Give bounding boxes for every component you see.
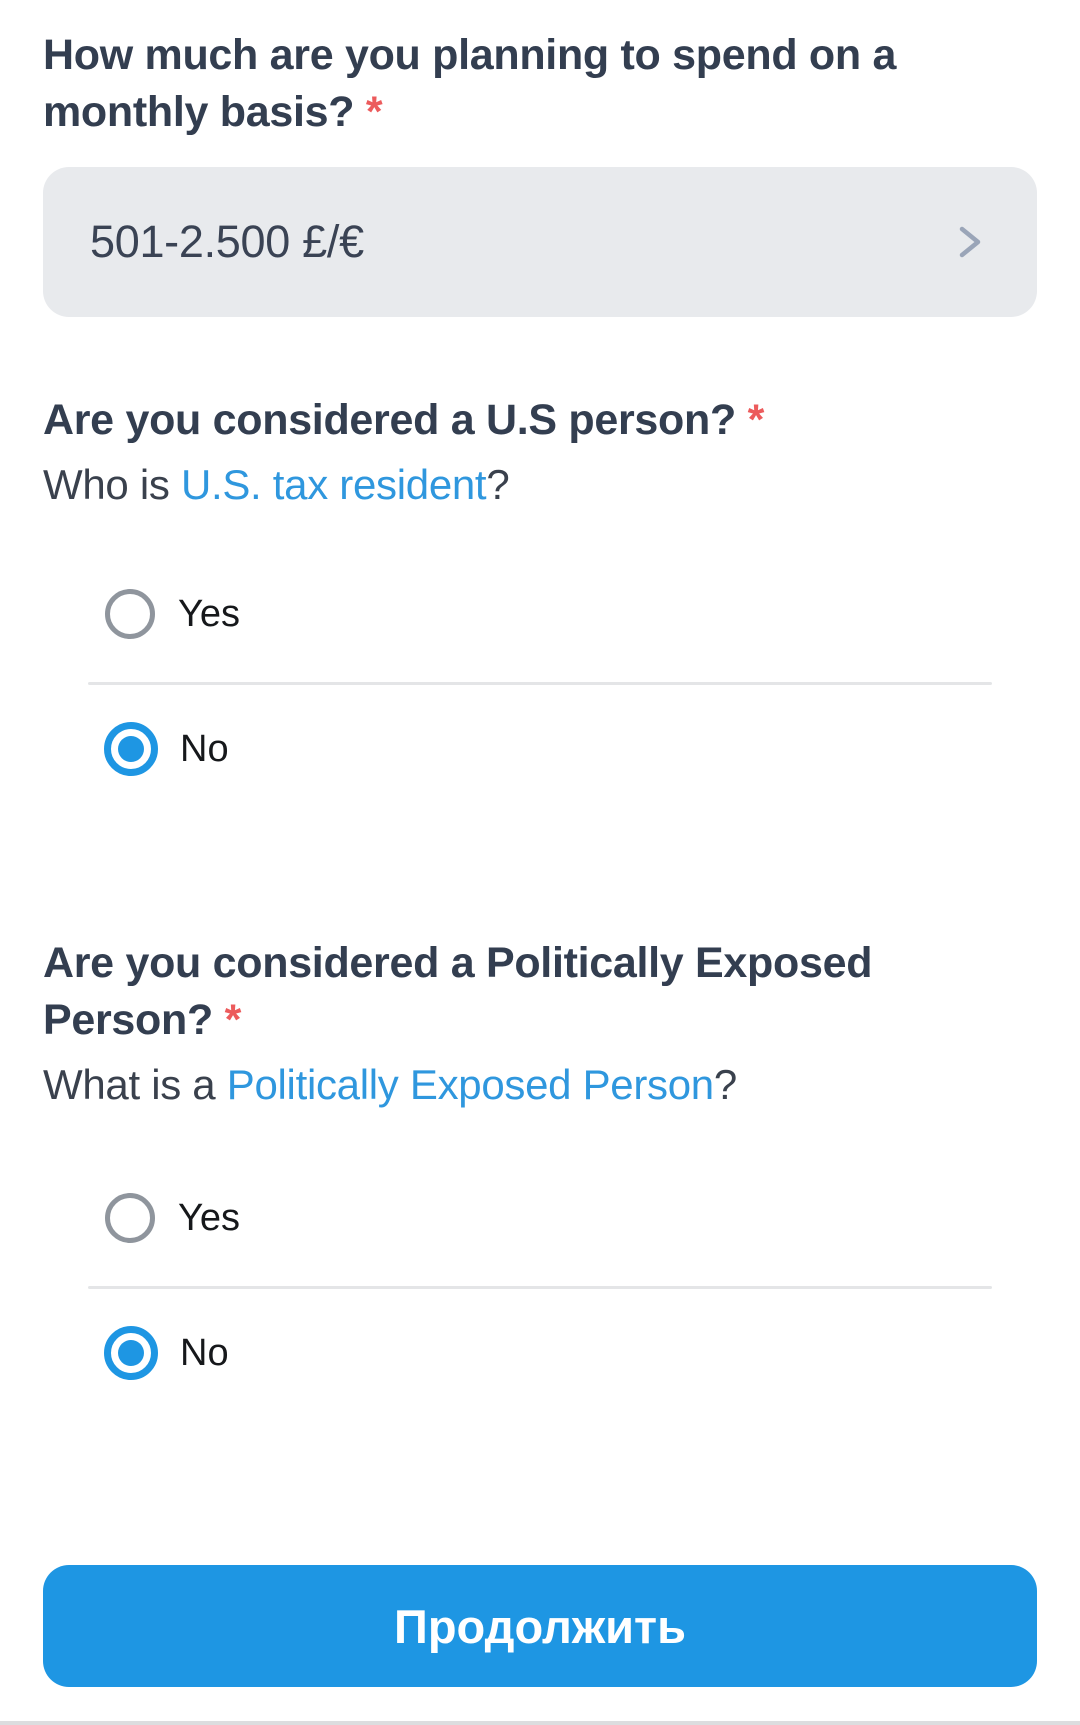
pep-option-yes[interactable]: Yes — [43, 1192, 1037, 1244]
pep-definition-link[interactable]: Politically Exposed Person — [226, 1061, 714, 1108]
option-divider — [88, 682, 992, 685]
monthly-spend-select[interactable]: 501-2.500 £/€ — [43, 167, 1037, 317]
radio-icon[interactable] — [105, 1193, 155, 1243]
question-title-line: How much are you planning to spend on a — [43, 31, 897, 79]
radio-icon[interactable] — [105, 589, 155, 639]
questionnaire-form: How much are you planning to spend on a … — [0, 27, 1080, 1687]
option-divider — [88, 1286, 992, 1289]
option-label: No — [180, 1331, 229, 1374]
question-monthly-spend-title: How much are you planning to spend on a … — [43, 27, 1037, 141]
question-pep-title: Are you considered a Politically Exposed… — [43, 935, 1037, 1049]
option-label: No — [180, 727, 229, 770]
us-person-option-yes[interactable]: Yes — [43, 588, 1037, 640]
pep-options: Yes No — [43, 1192, 1037, 1380]
required-asterisk: * — [365, 88, 383, 136]
us-person-options: Yes No — [43, 588, 1037, 776]
subtext-prefix: Who is — [43, 461, 181, 508]
required-asterisk: * — [224, 996, 242, 1044]
pep-option-no[interactable]: No — [43, 1326, 1037, 1380]
pep-subtext: What is a Politically Exposed Person? — [43, 1057, 1037, 1112]
option-label: Yes — [178, 592, 240, 635]
monthly-spend-select-value: 501-2.500 £/€ — [90, 216, 364, 267]
us-person-option-no[interactable]: No — [43, 722, 1037, 776]
option-label: Yes — [178, 1196, 240, 1239]
us-tax-resident-link[interactable]: U.S. tax resident — [180, 461, 487, 508]
bottom-edge-strip — [0, 1721, 1080, 1725]
continue-button[interactable]: Продолжить — [43, 1565, 1037, 1687]
subtext-prefix: What is a — [43, 1061, 227, 1108]
radio-icon[interactable] — [104, 1326, 158, 1380]
question-title-line: Person? — [43, 996, 213, 1044]
question-title-line: Are you considered a Politically Exposed — [43, 939, 873, 987]
question-title-line: monthly basis? — [43, 88, 355, 136]
question-title-line: Are you considered a U.S person? — [43, 396, 736, 444]
subtext-suffix: ? — [486, 461, 510, 508]
subtext-suffix: ? — [713, 1061, 737, 1108]
required-asterisk: * — [747, 396, 765, 444]
us-person-subtext: Who is U.S. tax resident? — [43, 457, 1037, 512]
radio-icon[interactable] — [104, 722, 158, 776]
chevron-right-icon — [959, 226, 981, 258]
question-us-person-title: Are you considered a U.S person? * — [43, 392, 1037, 449]
